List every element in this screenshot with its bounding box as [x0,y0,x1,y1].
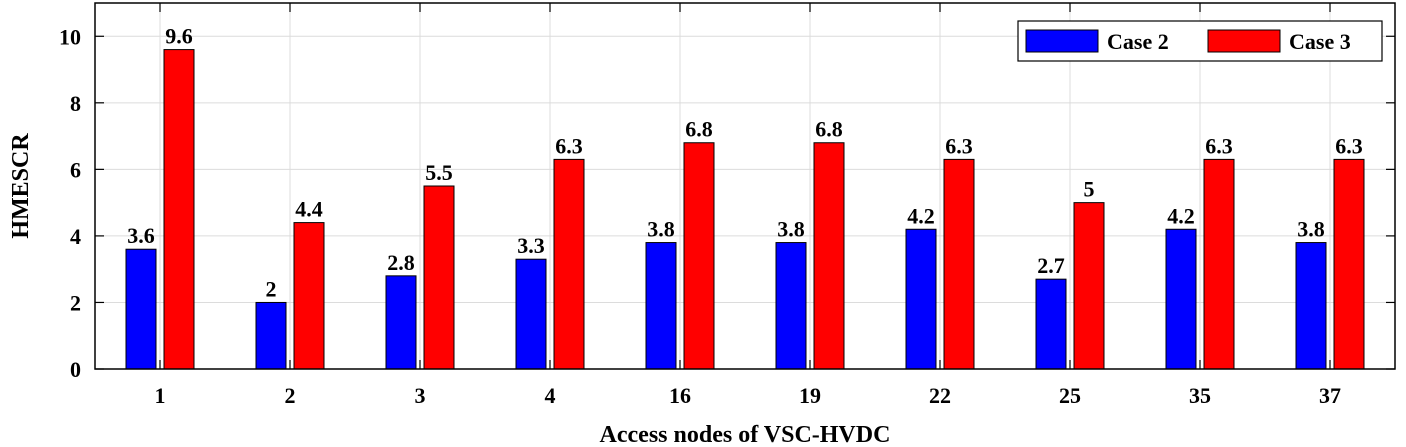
bar-case-3 [1333,158,1365,370]
data-label: 6.3 [945,133,973,158]
data-label: 6.8 [685,117,713,142]
bar-case-2 [255,301,287,370]
plot-frame [94,2,1396,370]
y-tick-label: 8 [70,91,81,116]
x-tick-label: 19 [799,383,821,408]
legend-label: Case 2 [1107,29,1169,54]
x-axis-label: Access nodes of VSC-HVDC [600,422,891,447]
data-label: 3.3 [517,233,545,258]
bar-case-3 [943,158,975,370]
bar-case-2 [1295,242,1327,370]
bar-case-3 [163,49,195,370]
bar-case-2 [1035,278,1067,370]
data-label: 5 [1084,177,1095,202]
x-tick-label: 37 [1319,383,1341,408]
data-labels: 3.6 9.6 2 4.4 2.8 5.5 3.3 6.3 3.8 6.8 3.8 6.8 4.2 6.3… [127,24,1363,302]
x-tick-label: 25 [1059,383,1081,408]
x-tick-label: 3 [415,383,426,408]
legend-label: Case 3 [1289,29,1351,54]
data-label: 2 [266,276,277,301]
legend: Case 2 Case 3 [1017,20,1383,62]
data-label: 4.2 [907,203,935,228]
y-axis-label: HMESCR [8,133,34,239]
bar-case-2 [1165,228,1197,370]
x-tick-label: 22 [929,383,951,408]
bar-case-3 [1073,202,1105,370]
data-label: 6.3 [555,133,583,158]
data-label: 4.2 [1167,203,1195,228]
data-label: 3.6 [127,223,155,248]
data-label: 3.8 [1297,217,1325,242]
x-tick-label: 1 [155,383,166,408]
bar-case-3 [1203,158,1235,370]
bar-case-2 [645,242,677,370]
data-label: 3.8 [777,217,805,242]
bar-case-2 [125,248,157,370]
x-tick-label: 35 [1189,383,1211,408]
bar-case-3 [423,185,455,370]
y-tick-label: 6 [70,157,81,182]
legend-swatch [1025,29,1099,53]
bar-case-2 [515,258,547,370]
data-label: 6.3 [1205,133,1233,158]
data-label: 2.7 [1037,253,1065,278]
bar-case-2 [385,275,417,370]
data-label: 3.8 [647,217,675,242]
bar-case-2 [905,228,937,370]
bar-case-3 [553,158,585,370]
bar-case-3 [813,142,845,370]
data-label: 4.4 [295,197,323,222]
x-tick-label: 2 [285,383,296,408]
data-label: 6.3 [1335,133,1363,158]
x-tick-label: 4 [545,383,556,408]
bar-case-3 [683,142,715,370]
data-label: 5.5 [425,160,453,185]
y-tick-label: 4 [70,224,81,249]
x-tick-label: 16 [669,383,691,408]
y-tick-label: 0 [70,357,81,382]
bar-case-3 [293,222,325,370]
legend-swatch [1207,29,1281,53]
data-label: 9.6 [165,24,193,49]
y-tick-label: 10 [59,24,81,49]
bars [125,49,1365,370]
y-tick-label: 2 [70,290,81,315]
data-label: 6.8 [815,117,843,142]
data-label: 2.8 [387,250,415,275]
bar-case-2 [775,242,807,370]
